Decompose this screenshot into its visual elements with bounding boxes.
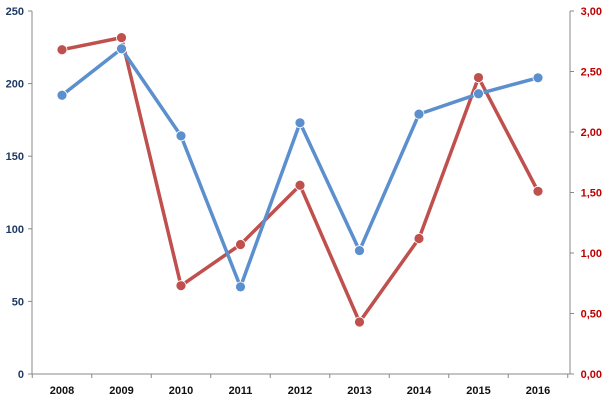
data-point[interactable] [116, 43, 127, 55]
data-point[interactable] [235, 239, 246, 250]
data-point[interactable] [235, 281, 246, 293]
data-point[interactable] [56, 89, 68, 101]
data-point[interactable] [532, 72, 544, 84]
data-point[interactable] [413, 233, 425, 244]
data-point[interactable] [354, 245, 365, 256]
chart-axes [28, 10, 574, 378]
series-right-axis [56, 32, 544, 328]
data-point[interactable] [56, 44, 68, 56]
left-tick-label: 250 [6, 6, 24, 18]
data-point[interactable] [294, 179, 306, 191]
left-tick-label: 50 [12, 296, 24, 308]
left-tick-label: 150 [6, 151, 24, 163]
right-tick-label: 1,50 [581, 188, 602, 200]
left-tick-label: 200 [6, 79, 24, 91]
data-point[interactable] [473, 88, 484, 100]
data-point[interactable] [294, 117, 306, 129]
right-tick-label: 2,00 [581, 127, 602, 139]
data-point[interactable] [116, 32, 127, 44]
x-tick-label: 2014 [407, 385, 432, 397]
data-point[interactable] [175, 130, 187, 142]
chart-series [56, 32, 544, 328]
right-tick-label: 1,00 [581, 248, 602, 260]
left-tick-label: 100 [6, 224, 24, 236]
x-tick-label: 2013 [347, 385, 371, 397]
x-tick-label: 2010 [169, 385, 193, 397]
right-tick-label: 0,50 [581, 309, 602, 321]
x-tick-label: 2016 [526, 385, 550, 397]
series-left-axis [56, 43, 544, 293]
x-tick-label: 2015 [466, 385, 490, 397]
data-point[interactable] [532, 185, 544, 197]
x-tick-label: 2011 [229, 385, 253, 397]
right-tick-label: 0,00 [581, 369, 602, 381]
right-tick-label: 2,50 [581, 67, 602, 79]
data-point[interactable] [354, 316, 365, 328]
left-tick-label: 0 [18, 369, 24, 381]
data-point[interactable] [413, 108, 425, 120]
series-line [60, 35, 540, 324]
right-tick-label: 3,00 [581, 6, 602, 18]
x-tick-label: 2008 [50, 385, 74, 397]
x-tick-label: 2012 [288, 385, 312, 397]
data-point[interactable] [175, 280, 187, 292]
x-tick-label: 2009 [109, 385, 133, 397]
chart-tick-labels: 0 50 100 150 200 250 0,00 0,50 1,00 1,50 2,00 2,50 3… [6, 6, 602, 397]
data-point[interactable] [473, 72, 484, 83]
